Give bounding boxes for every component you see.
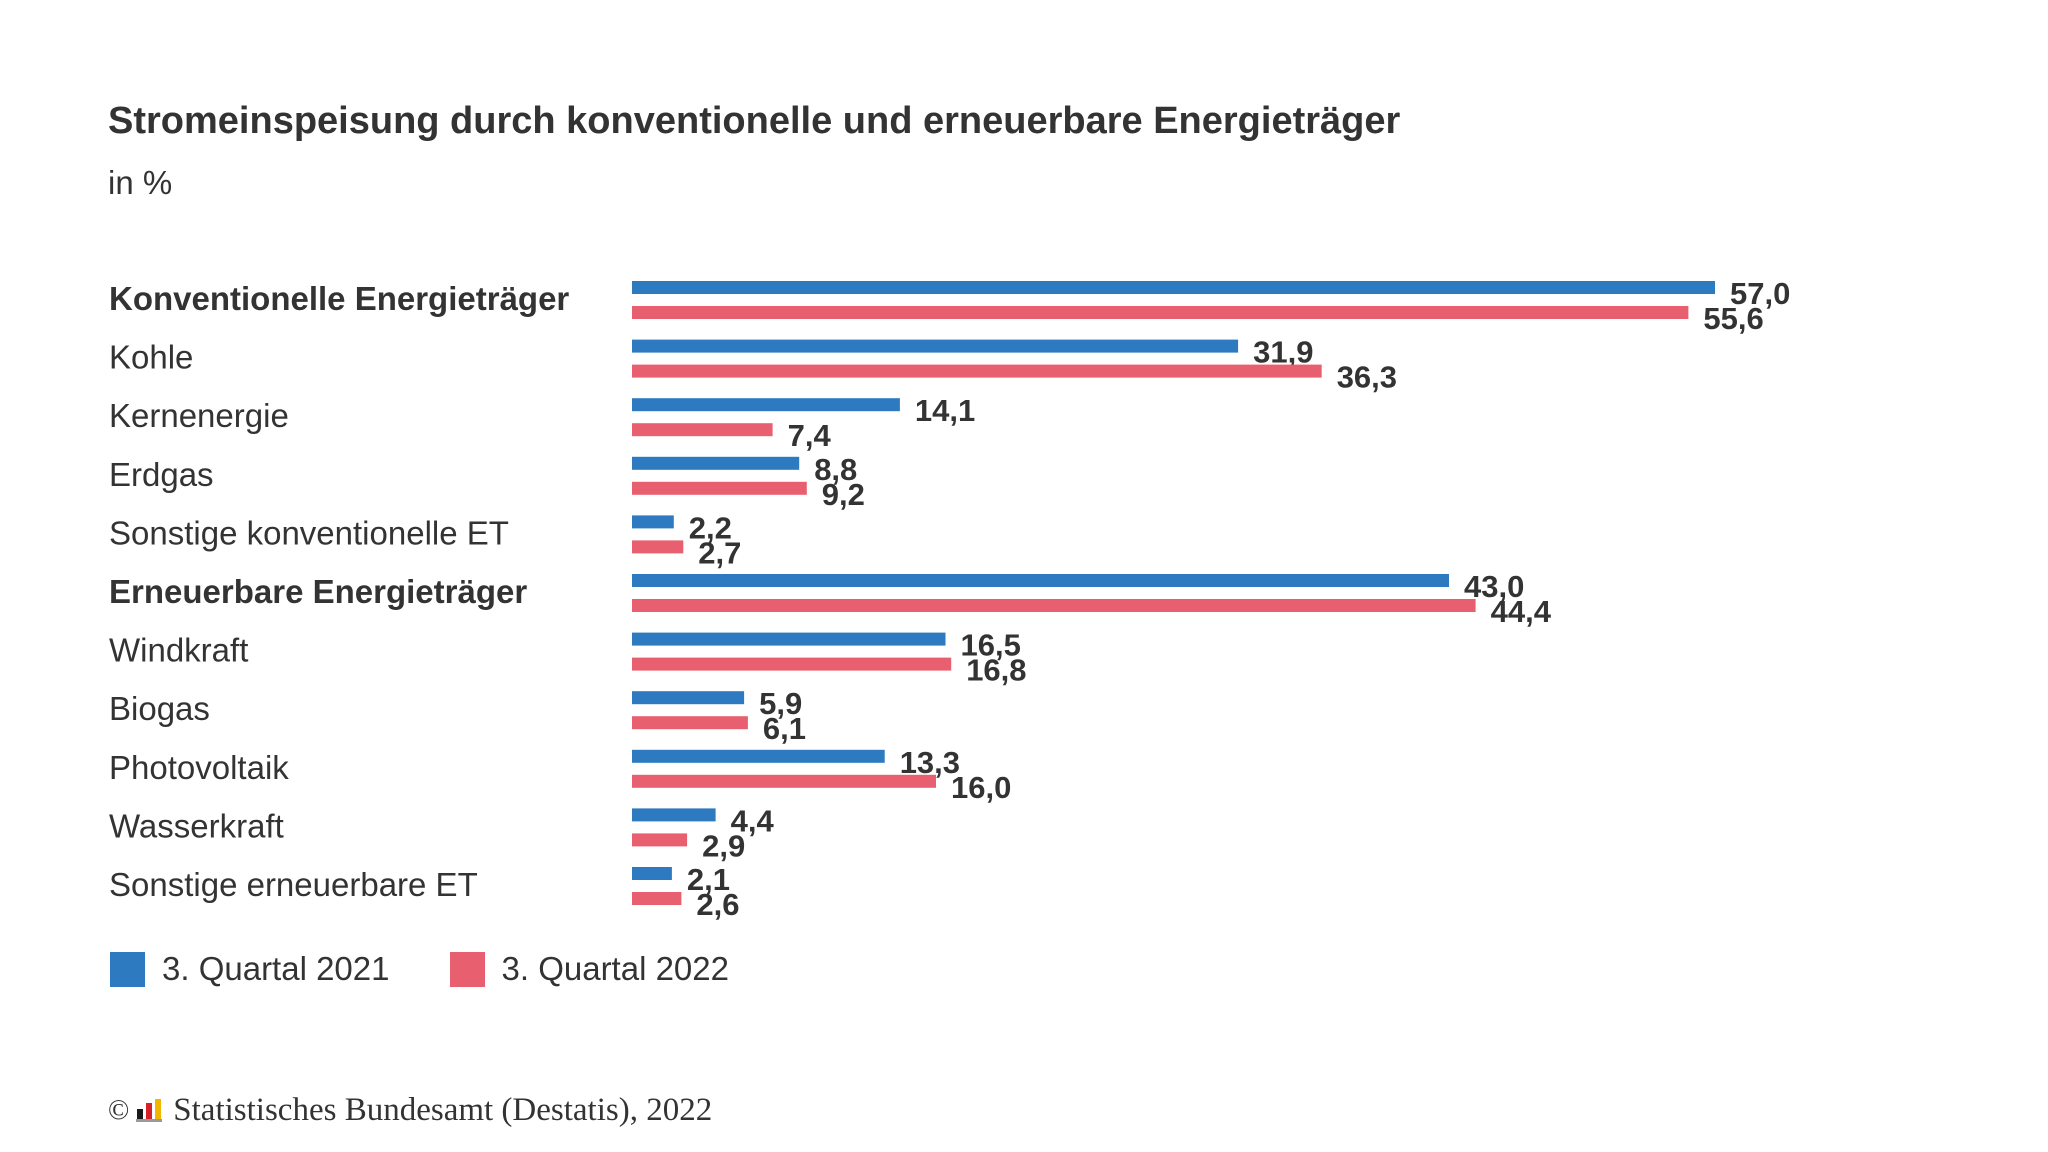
category-label: Photovoltaik — [109, 749, 289, 786]
bar-2021[interactable] — [632, 398, 900, 412]
bar-2021[interactable] — [632, 339, 1239, 353]
value-label-2022: 2,6 — [696, 887, 739, 922]
chart-title: Stromeinspeisung durch konventionelle un… — [108, 100, 1401, 142]
bar-2022[interactable] — [632, 657, 952, 671]
value-label-2021: 57,0 — [1730, 276, 1790, 311]
category-label: Biogas — [109, 690, 210, 727]
bar-2021[interactable] — [632, 515, 674, 529]
legend-label-2021: 3. Quartal 2021 — [162, 950, 390, 987]
legend-swatch-2021 — [110, 951, 145, 987]
source-credit: © Statistisches Bundesamt (Destatis), 20… — [108, 1092, 712, 1129]
source-text: Statistisches Bundesamt (Destatis), 2022 — [173, 1092, 713, 1128]
bar-2022[interactable] — [632, 481, 807, 495]
bar-2022[interactable] — [632, 540, 684, 554]
value-label-2022: 2,9 — [702, 828, 745, 863]
bar-2021[interactable] — [632, 749, 885, 763]
bar-2022[interactable] — [632, 892, 682, 905]
bar-2022[interactable] — [632, 774, 936, 788]
value-label-2021: 16,5 — [961, 628, 1021, 663]
bar-2022[interactable] — [632, 833, 688, 847]
bar-2021[interactable] — [632, 456, 800, 470]
value-label-2022: 7,4 — [788, 418, 832, 453]
value-label-2021: 8,8 — [814, 452, 857, 487]
value-label-2022: 36,3 — [1337, 360, 1397, 395]
bar-2021[interactable] — [632, 867, 672, 880]
value-label-2022: 16,0 — [951, 770, 1011, 805]
bar-2022[interactable] — [632, 306, 1689, 319]
value-label-2021: 31,9 — [1253, 335, 1313, 370]
value-label-2022: 55,6 — [1703, 301, 1763, 336]
bar-2022[interactable] — [632, 364, 1322, 378]
legend: 3. Quartal 2021 3. Quartal 2022 — [110, 950, 789, 988]
value-label-2022: 6,1 — [763, 711, 806, 746]
bar-2022[interactable] — [632, 716, 748, 730]
copyright-symbol: © — [108, 1094, 130, 1126]
category-label: Windkraft — [109, 632, 248, 669]
value-label-2021: 5,9 — [759, 686, 802, 721]
value-label-2022: 44,4 — [1491, 594, 1552, 629]
bar-2021[interactable] — [632, 281, 1715, 294]
category-label: Konventionelle Energieträger — [109, 280, 569, 317]
bar-2021[interactable] — [632, 691, 745, 705]
category-label: Erdgas — [109, 456, 214, 493]
bar-2022[interactable] — [632, 423, 773, 437]
legend-item-2021[interactable]: 3. Quartal 2021 — [110, 950, 390, 988]
legend-label-2022: 3. Quartal 2022 — [501, 950, 730, 987]
category-label: Kohle — [109, 339, 193, 376]
legend-swatch-2022 — [449, 951, 485, 987]
value-label-2021: 43,0 — [1464, 569, 1524, 604]
value-label-2022: 2,7 — [698, 535, 741, 570]
category-label: Kernenergie — [109, 397, 289, 434]
category-label: Wasserkraft — [109, 807, 284, 844]
bar-2022[interactable] — [632, 599, 1476, 612]
legend-item-2022[interactable]: 3. Quartal 2022 — [449, 950, 730, 988]
value-label-2022: 16,8 — [966, 653, 1026, 688]
value-label-2021: 2,1 — [687, 862, 730, 897]
bar-2021[interactable] — [632, 632, 946, 646]
value-label-2021: 4,4 — [731, 803, 775, 838]
category-label: Sonstige erneuerbare ET — [109, 866, 478, 903]
value-label-2021: 14,1 — [915, 393, 975, 428]
chart-subtitle: in % — [108, 164, 173, 201]
bar-chart: Konventionelle Energieträger 57,055,6 Kohl… — [109, 276, 1790, 922]
category-label: Sonstige konventionelle ET — [109, 514, 509, 551]
category-label: Erneuerbare Energieträger — [109, 573, 527, 610]
value-label-2021: 13,3 — [900, 745, 960, 780]
value-label-2022: 9,2 — [822, 477, 865, 512]
bar-2021[interactable] — [632, 574, 1449, 587]
bar-2021[interactable] — [632, 808, 716, 822]
value-label-2021: 2,2 — [689, 510, 732, 545]
destatis-logo-icon — [136, 1098, 163, 1122]
